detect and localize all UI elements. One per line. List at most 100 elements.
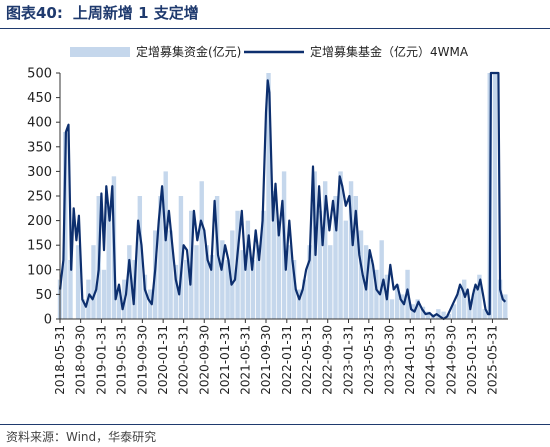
weekly-bar bbox=[194, 245, 199, 319]
x-tick-label: 2022-05-31 bbox=[300, 325, 314, 395]
x-tick-label: 2020-09-30 bbox=[197, 325, 211, 395]
x-tick-label: 2023-05-31 bbox=[362, 325, 376, 395]
weekly-bar bbox=[261, 210, 266, 319]
x-tick-label: 2021-05-31 bbox=[238, 325, 252, 395]
y-tick-label: 450 bbox=[27, 91, 52, 106]
weekly-bar bbox=[379, 240, 384, 319]
weekly-bar bbox=[291, 259, 297, 319]
weekly-bar bbox=[307, 245, 312, 319]
weekly-bar bbox=[302, 279, 307, 319]
weekly-bar bbox=[456, 289, 462, 319]
y-tick-label: 300 bbox=[27, 165, 52, 180]
weekly-bar bbox=[256, 245, 261, 319]
title-rule bbox=[0, 28, 550, 29]
weekly-bar bbox=[472, 289, 477, 319]
weekly-bar bbox=[395, 284, 400, 319]
weekly-bar bbox=[168, 230, 173, 319]
weekly-bar bbox=[116, 289, 122, 319]
x-tick-label: 2019-01-31 bbox=[94, 325, 108, 395]
legend: 定增募集资金(亿元) 定增募集基金（亿元）4WMA bbox=[70, 44, 469, 59]
weekly-bars-series bbox=[57, 73, 508, 319]
source-rule bbox=[0, 424, 550, 425]
weekly-bar bbox=[415, 299, 420, 319]
y-tick-label: 150 bbox=[27, 239, 52, 254]
weekly-bar bbox=[451, 304, 457, 319]
y-tick-label: 350 bbox=[27, 140, 52, 155]
x-tick-label: 2018-05-31 bbox=[53, 325, 67, 395]
weekly-bar bbox=[322, 181, 328, 319]
y-tick-label: 100 bbox=[27, 263, 52, 278]
weekly-bar bbox=[348, 181, 354, 319]
weekly-bar bbox=[492, 73, 498, 319]
weekly-bar bbox=[204, 245, 209, 319]
weekly-bar bbox=[183, 259, 189, 319]
weekly-bar bbox=[142, 274, 148, 319]
weekly-bar bbox=[317, 210, 323, 319]
x-tick-label: 2018-09-30 bbox=[74, 325, 88, 395]
weekly-bar bbox=[271, 191, 276, 319]
x-tick-label: 2024-05-31 bbox=[424, 325, 438, 395]
weekly-bar bbox=[106, 205, 111, 319]
weekly-bar bbox=[497, 279, 503, 319]
weekly-bar bbox=[214, 196, 220, 319]
weekly-bar bbox=[297, 289, 302, 319]
x-tick-label: 2025-01-31 bbox=[465, 325, 479, 395]
weekly-bar bbox=[328, 245, 333, 319]
x-tick-label: 2024-01-31 bbox=[403, 325, 417, 395]
weekly-bar bbox=[80, 299, 86, 319]
weekly-bar bbox=[158, 196, 163, 319]
weekly-bar bbox=[369, 259, 374, 319]
x-tick-label: 2021-09-30 bbox=[259, 325, 273, 395]
x-tick-label: 2021-01-31 bbox=[218, 325, 232, 395]
weekly-bar bbox=[68, 259, 73, 319]
weekly-bar bbox=[163, 171, 168, 319]
weekly-bar bbox=[63, 132, 68, 319]
weekly-bar bbox=[374, 269, 379, 319]
y-tick-label: 200 bbox=[27, 214, 52, 229]
weekly-bar bbox=[220, 240, 225, 319]
weekly-bar bbox=[338, 171, 343, 319]
weekly-bar bbox=[461, 279, 467, 319]
weekly-bar bbox=[127, 245, 132, 319]
weekly-bar bbox=[91, 245, 96, 319]
weekly-bar bbox=[446, 314, 452, 319]
weekly-bar bbox=[245, 220, 251, 319]
weekly-bar bbox=[209, 255, 215, 319]
y-tick-label: 500 bbox=[27, 67, 52, 82]
y-tick-label: 50 bbox=[35, 288, 52, 303]
weekly-bar bbox=[441, 311, 446, 319]
weekly-bar bbox=[400, 294, 405, 319]
weekly-bar bbox=[230, 230, 235, 319]
weekly-bar bbox=[75, 245, 81, 319]
weekly-bar bbox=[353, 196, 358, 319]
weekly-bar bbox=[482, 309, 487, 319]
x-tick-label: 2025-05-31 bbox=[485, 325, 499, 395]
weekly-bar bbox=[240, 250, 245, 319]
legend-label-wma: 定增募集基金（亿元）4WMA bbox=[310, 44, 469, 59]
weekly-bar bbox=[250, 259, 256, 319]
x-tick-label: 2020-01-31 bbox=[156, 325, 170, 395]
weekly-bar bbox=[173, 264, 179, 319]
x-tick-label: 2022-01-31 bbox=[280, 325, 294, 395]
x-tick-label: 2020-05-31 bbox=[177, 325, 191, 395]
y-tick-label: 0 bbox=[44, 313, 52, 328]
weekly-bar bbox=[199, 181, 204, 319]
x-tick-label: 2024-09-30 bbox=[444, 325, 458, 395]
weekly-bar bbox=[389, 299, 395, 319]
weekly-bar bbox=[477, 274, 482, 319]
weekly-bar bbox=[137, 196, 143, 319]
x-tick-label: 2023-01-31 bbox=[342, 325, 356, 395]
weekly-bar bbox=[235, 210, 240, 319]
weekly-bar bbox=[503, 294, 508, 319]
weekly-bar bbox=[333, 196, 338, 319]
x-tick-label: 2019-09-30 bbox=[135, 325, 149, 395]
weekly-bar bbox=[225, 259, 230, 319]
source-note: 资料来源：Wind，华泰研究 bbox=[6, 430, 157, 444]
legend-label-weekly: 定增募集资金(亿元) bbox=[136, 44, 241, 59]
figure-title-text: 上周新增 1 支定增 bbox=[72, 4, 199, 22]
figure-label: 图表40: bbox=[6, 4, 63, 22]
weekly-bar bbox=[425, 311, 431, 319]
y-tick-label: 250 bbox=[27, 190, 52, 205]
wma-line bbox=[58, 71, 507, 321]
figure-title: 图表40: 上周新增 1 支定增 bbox=[6, 2, 199, 23]
